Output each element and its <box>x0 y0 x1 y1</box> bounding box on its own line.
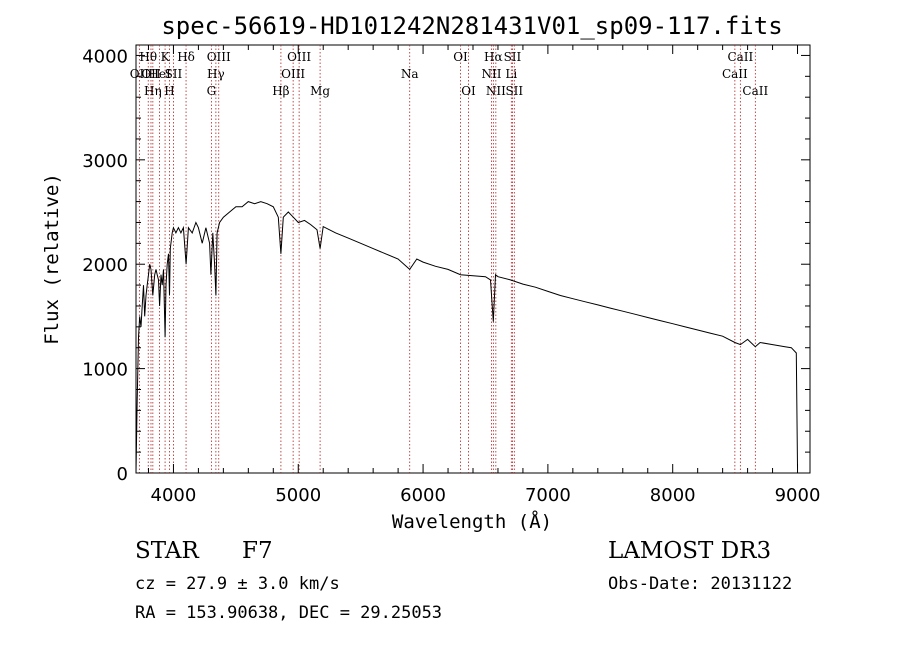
x-tick-label: 5000 <box>275 485 321 506</box>
spectral-line-label: Li <box>505 67 517 81</box>
x-tick-label: 7000 <box>525 485 571 506</box>
spectral-line-label: G <box>207 84 217 98</box>
spectral-line-label: OIII <box>281 67 305 81</box>
observation-date: Obs-Date: 20131122 <box>608 574 793 594</box>
spectral-line-label: SII <box>505 84 523 98</box>
spectral-line-label: Hδ <box>177 50 195 64</box>
spectral-line-label: OIII <box>207 50 231 64</box>
spectral-line-markers <box>138 45 756 473</box>
y-tick-label: 1000 <box>82 360 128 381</box>
spectral-line-label: NII <box>486 84 506 98</box>
spectral-line-label: OIII <box>287 50 311 64</box>
spectral-line-label: Mg <box>310 84 330 98</box>
spectral-line-label: Hγ <box>207 67 225 81</box>
spectral-line-label: OI <box>453 50 468 64</box>
spectral-line-label: SII <box>504 50 522 64</box>
spectral-line-label: SII <box>165 67 183 81</box>
spectral-line-label: NII <box>481 67 501 81</box>
object-subclass: F7 <box>242 538 273 564</box>
spectral-line-label: Hα <box>484 50 503 64</box>
spectral-line-label: CaII <box>742 84 768 98</box>
spectrum-line <box>135 201 798 474</box>
spectral-line-label: OII <box>141 67 161 81</box>
redshift-value: cz = 27.9 ± 3.0 km/s <box>135 574 340 594</box>
x-axis-label: Wavelength (Å) <box>392 510 552 533</box>
spectral-line-label: HeI <box>148 67 171 81</box>
spectral-line-label: OI <box>461 84 476 98</box>
y-axis-label: Flux (relative) <box>41 173 63 345</box>
spectral-line-label: Hβ <box>272 84 289 98</box>
spectral-line-label: CaII <box>722 67 748 81</box>
y-tick-label: 3000 <box>82 151 128 172</box>
x-tick-label: 8000 <box>650 485 696 506</box>
x-tick-label: 9000 <box>775 485 821 506</box>
coordinates: RA = 153.90638, DEC = 29.25053 <box>135 603 443 623</box>
spectral-line-labels: OII Hθ OII Hη HeI K H SII Hδ G Hγ OIII Hβ OIII OIII Mg N… <box>130 50 769 98</box>
chart-title: spec-56619-HD101242N281431V01_sp09-117.f… <box>161 12 782 40</box>
spectral-line-label: CaII <box>727 50 753 64</box>
x-tick-label: 6000 <box>400 485 446 506</box>
y-tick-label: 0 <box>117 464 128 485</box>
x-tick-label: 4000 <box>151 485 197 506</box>
y-tick-label: 4000 <box>82 46 128 67</box>
plot-frame <box>135 44 811 474</box>
spectral-line-label: OII <box>130 67 150 81</box>
object-class: STAR <box>135 538 199 564</box>
y-axis-ticks: 0 1000 2000 3000 4000 <box>82 46 810 485</box>
spectral-line-label: Hη <box>144 84 162 98</box>
survey-name: LAMOST DR3 <box>608 538 772 564</box>
spectral-line-label: Hθ <box>139 50 157 64</box>
x-axis-ticks: 4000 5000 6000 7000 8000 9000 <box>147 45 821 506</box>
spectral-line-label: Na <box>401 67 419 81</box>
spectral-line-label: H <box>164 84 174 98</box>
spectral-line-label: K <box>161 50 171 64</box>
y-tick-label: 2000 <box>82 255 128 276</box>
